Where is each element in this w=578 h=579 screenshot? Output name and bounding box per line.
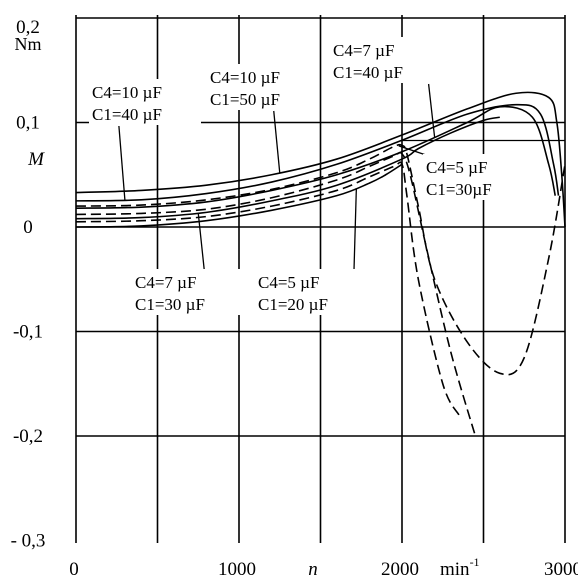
x-axis-label: n — [308, 559, 318, 579]
annotation-background — [132, 269, 244, 315]
annotation-background — [207, 64, 307, 110]
annotation-line-2: C1=20 µF — [258, 295, 328, 314]
y-axis-unit: Nm — [15, 34, 42, 54]
annotation-line-1: C4=10 µF — [210, 68, 280, 87]
annotation-leaders-layer — [118, 83, 436, 271]
annotation-line-2: C1=40 µF — [333, 63, 403, 82]
x-tick-label: 2000 — [381, 559, 419, 579]
annotation-line-2: C1=50 µF — [210, 90, 280, 109]
annotation-background — [89, 79, 201, 125]
annotation-leader-line — [353, 188, 358, 271]
series-line-4 — [75, 116, 500, 220]
annotation-line-2: C1=30 µF — [135, 295, 205, 314]
series-line-3 — [75, 105, 557, 209]
series-layer — [75, 91, 566, 437]
y-axis-label: M — [27, 149, 45, 170]
annotation-line-1: C4=5 µF — [258, 273, 319, 292]
y-tick-label: -0,1 — [13, 322, 43, 343]
y-tick-label: 0,2 — [16, 17, 40, 38]
annotation-leader-line — [118, 125, 126, 201]
series-line-1 — [75, 91, 566, 228]
annotation-leader-line — [427, 83, 436, 138]
annotation-line-1: C4=5 µF — [426, 158, 487, 177]
series-line-2 — [75, 103, 560, 202]
y-tick-label: - 0,3 — [11, 531, 46, 552]
x-tick-label: 1000 — [218, 559, 256, 579]
annotation-line-2: C1=30µF — [426, 180, 492, 199]
y-tick-labels: 0,2 0,1 0 -0,1 -0,2 - 0,3 — [11, 17, 46, 552]
x-axis-unit-base: min — [440, 559, 470, 579]
annotation-background — [255, 269, 361, 315]
annotation-leader-line — [398, 145, 427, 156]
y-tick-label: -0,2 — [13, 426, 43, 447]
annotation-line-1: C4=10 µF — [92, 83, 162, 102]
x-tick-label: 3000 — [544, 559, 578, 579]
x-tick-label: 0 — [69, 559, 79, 579]
y-tick-label: 0 — [23, 217, 33, 238]
annotation-line-1: C4=7 µF — [135, 273, 196, 292]
series-line-8 — [75, 161, 460, 416]
annotation-leader-line — [273, 110, 281, 173]
series-line-5 — [75, 163, 403, 228]
x-axis-unit: min-1 — [440, 555, 480, 579]
annotation-background — [330, 37, 442, 83]
annotation-leader-line — [197, 212, 205, 271]
series-line-7 — [75, 151, 477, 437]
annotation-label-layer: C4=10 µF C1=40 µF C4=10 µF C1=50 µF C4=7 µF C… — [89, 37, 531, 315]
annotation-line-1: C4=7 µF — [333, 41, 394, 60]
annotation-line-2: C1=40 µF — [92, 105, 162, 124]
x-tick-labels: 0 1000 2000 3000 — [69, 559, 578, 579]
x-axis-unit-exponent: -1 — [470, 555, 480, 569]
annotation-background — [423, 154, 531, 200]
y-tick-label: 0,1 — [16, 113, 40, 134]
